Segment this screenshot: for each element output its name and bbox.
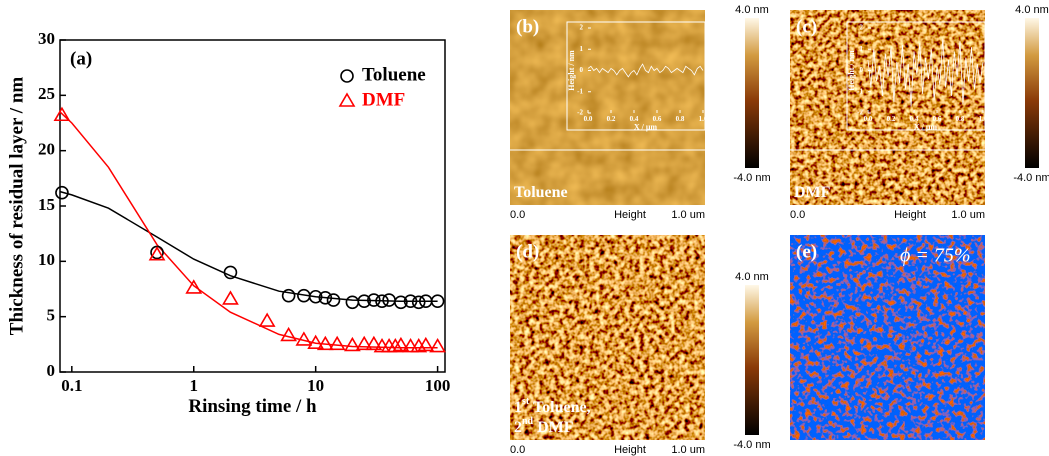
caption-part: 1 (514, 399, 522, 416)
y-axis-label: Height / nm (847, 50, 856, 91)
colorbar (745, 285, 759, 435)
footer-label: 0.0 (790, 209, 805, 221)
afm-images (510, 10, 1039, 440)
y-tick-label: 1 (580, 45, 584, 53)
afm-image (790, 10, 985, 205)
marker (187, 281, 201, 293)
annotation: ϕ = 75% (900, 245, 971, 267)
x-tick-label: 0.0 (584, 115, 593, 123)
marker (383, 294, 395, 306)
fit-line (60, 112, 438, 348)
colorbar-label: 4.0 nm (1015, 4, 1049, 16)
y-tick-label: 2 (580, 24, 584, 32)
y-tick-label: -2 (857, 109, 863, 117)
footer-label: 1.0 um (671, 209, 705, 221)
y-tick-label: 5 (47, 306, 56, 325)
marker (330, 337, 344, 349)
marker (327, 294, 339, 306)
footer-label: Height (614, 444, 646, 456)
x-axis-label: Rinsing time / h (188, 396, 317, 417)
y-tick-label: -2 (577, 109, 583, 117)
marker (346, 296, 358, 308)
footer-label: 1.0 um (671, 444, 705, 456)
marker (282, 328, 296, 340)
footer-label: 1.0 um (951, 209, 985, 221)
y-tick-label: 0 (47, 361, 56, 380)
footer-label: 0.0 (510, 209, 525, 221)
x-axis-label: X / μm (634, 123, 658, 132)
x-tick-label: 1.0 (699, 115, 708, 123)
footer-label: Height (894, 209, 926, 221)
y-tick-label: 30 (38, 29, 55, 48)
y-tick-label: -1 (857, 87, 863, 95)
caption-part: DMF (533, 419, 574, 436)
marker (283, 290, 295, 302)
y-tick-label: 25 (38, 84, 55, 103)
y-tick-label: 2 (860, 24, 864, 32)
afm-image (510, 10, 705, 205)
colorbar-label: 4.0 nm (735, 271, 769, 283)
y-axis-label: Thickness of residual layer / nm (6, 77, 27, 336)
x-tick-label: 100 (425, 376, 451, 395)
panel-label: (a) (70, 48, 92, 69)
legend-label: Toluene (362, 64, 426, 85)
panel-label: (d) (516, 241, 539, 262)
panel-label: (e) (796, 241, 817, 262)
panel-label: (b) (516, 16, 539, 37)
colorbar-label: -4.0 nm (1013, 172, 1049, 184)
colorbar-label: 4.0 nm (735, 4, 769, 16)
colorbar (745, 18, 759, 168)
panel-label: (c) (796, 16, 817, 37)
footer-label: Height (614, 209, 646, 221)
x-tick-label: 0.8 (676, 115, 685, 123)
marker (260, 314, 274, 326)
legend-label: DMF (362, 89, 405, 110)
figure: 0510152025300.1110100Rinsing time / hThi… (0, 0, 1049, 456)
caption: Toluene (514, 184, 568, 201)
legend-marker (340, 94, 354, 106)
colorbar-label: -4.0 nm (733, 439, 770, 451)
x-tick-label: 10 (307, 376, 324, 395)
y-tick-label: 0 (860, 66, 864, 74)
colorbar-label: -4.0 nm (733, 172, 770, 184)
y-tick-label: 10 (38, 250, 55, 269)
x-tick-label: 0.2 (607, 115, 616, 123)
caption: DMF (794, 184, 831, 201)
fit-line (60, 192, 438, 302)
colorbar (1025, 18, 1039, 168)
caption-part: Toluene, (529, 399, 590, 416)
x-tick-label: 1.0 (979, 115, 988, 123)
caption-part: Toluene (514, 184, 568, 201)
x-tick-label: 0.1 (61, 376, 82, 395)
caption-part: nd (522, 416, 534, 427)
y-tick-label: 15 (38, 195, 55, 214)
caption-part: DMF (794, 184, 831, 201)
y-tick-label: -1 (577, 87, 583, 95)
y-axis-label: Height / nm (567, 50, 576, 91)
legend-marker (341, 70, 353, 82)
marker (224, 266, 236, 278)
caption-part: 2 (514, 419, 522, 436)
x-tick-label: 0.8 (956, 115, 965, 123)
x-tick-label: 1 (189, 376, 198, 395)
y-tick-label: 0 (580, 66, 584, 74)
marker (223, 292, 237, 304)
x-tick-label: 0.2 (887, 115, 896, 123)
x-tick-label: 0.0 (864, 115, 873, 123)
y-tick-label: 20 (38, 140, 55, 159)
y-tick-label: 1 (860, 45, 864, 53)
x-axis-label: X / μm (914, 123, 938, 132)
footer-label: 0.0 (510, 444, 525, 456)
